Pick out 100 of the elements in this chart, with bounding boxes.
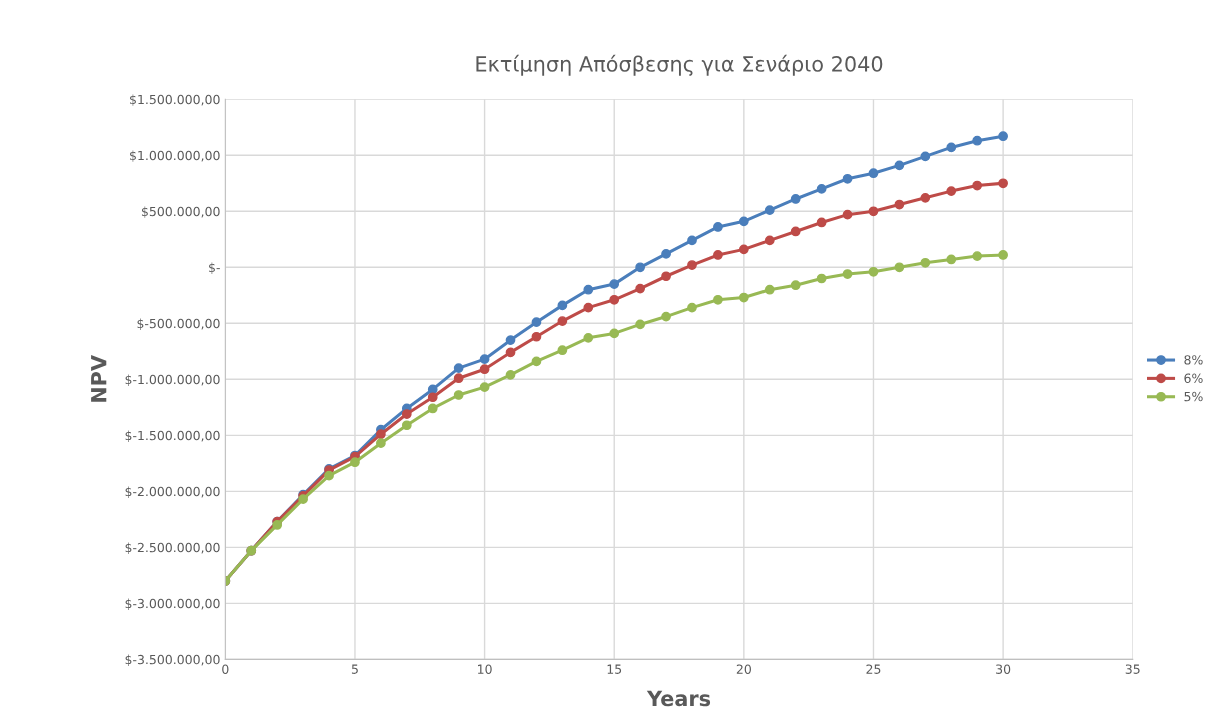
point	[609, 328, 620, 339]
point	[946, 186, 957, 196]
point	[401, 420, 412, 431]
point	[453, 390, 464, 400]
point	[972, 251, 983, 261]
legend-label: 8%	[1184, 355, 1203, 365]
point	[790, 280, 801, 291]
point	[998, 250, 1008, 260]
point	[661, 311, 671, 322]
x-tick-label: 35	[1125, 664, 1140, 674]
point	[272, 520, 283, 530]
x-tick-label: 15	[607, 664, 622, 674]
point	[427, 392, 438, 403]
legend-label: 5%	[1184, 391, 1203, 402]
point	[557, 300, 568, 311]
point	[661, 271, 671, 282]
point	[894, 199, 905, 210]
point	[505, 369, 516, 380]
point	[738, 292, 749, 303]
point	[635, 262, 646, 273]
point	[920, 257, 931, 268]
y-tick-label: $1.500.000,00	[130, 94, 220, 106]
point	[713, 222, 723, 232]
point	[505, 347, 516, 358]
y-tick-label: $-2.500.000,00	[125, 542, 220, 554]
point	[790, 226, 801, 237]
x-tick-label: 5	[351, 664, 358, 674]
y-axis-title: NPV	[91, 355, 107, 402]
point	[531, 356, 542, 367]
y-tick-label: $-2.000.000,00	[125, 486, 220, 498]
point	[894, 262, 905, 273]
y-tick-label: $-	[209, 262, 220, 274]
y-tick-label: $-1.000.000,00	[125, 374, 220, 386]
point	[842, 173, 853, 184]
point	[998, 131, 1008, 142]
point	[687, 260, 697, 270]
point	[738, 244, 749, 255]
point	[946, 254, 957, 265]
point	[868, 266, 879, 277]
point	[790, 194, 801, 204]
point	[816, 217, 827, 228]
point	[479, 364, 490, 375]
chart-title: Εκτίμηση Απόσβεσης για Σενάριο 2040	[476, 54, 883, 76]
point	[635, 319, 646, 330]
point	[350, 457, 360, 468]
point	[583, 284, 594, 295]
point	[868, 168, 879, 179]
point	[764, 205, 775, 216]
point	[816, 273, 827, 284]
point	[376, 438, 386, 449]
point	[401, 409, 412, 419]
point	[713, 294, 723, 305]
x-axis-title: Years	[646, 690, 711, 707]
point	[609, 279, 620, 289]
y-tick-label: $500.000,00	[141, 206, 220, 218]
point	[972, 180, 983, 191]
point	[842, 269, 853, 279]
x-tick-label: 30	[996, 664, 1011, 674]
point	[713, 250, 723, 260]
y-tick-label: $-1.500.000,00	[125, 430, 220, 442]
point	[764, 284, 775, 295]
legend-label: 6%	[1184, 373, 1203, 383]
point	[531, 317, 542, 328]
x-tick-label: 0	[222, 664, 229, 674]
y-tick-label: $-3.000.000,00	[125, 598, 220, 610]
y-tick-label: $-3.500.000,00	[125, 654, 220, 666]
point	[505, 335, 516, 345]
point	[998, 178, 1008, 189]
point	[583, 333, 594, 343]
point	[816, 184, 827, 194]
point	[894, 160, 905, 171]
point	[609, 294, 620, 305]
point	[324, 470, 334, 481]
point	[946, 142, 957, 153]
point	[920, 192, 931, 203]
point	[479, 382, 490, 393]
point	[557, 345, 568, 356]
y-tick-label: $1.000.000,00	[130, 150, 220, 162]
point	[453, 373, 464, 384]
point	[972, 135, 983, 146]
point	[764, 235, 775, 246]
point	[557, 316, 568, 326]
point	[427, 403, 438, 414]
point	[661, 248, 671, 259]
x-tick-label: 25	[866, 664, 881, 674]
point	[635, 283, 646, 294]
point	[687, 302, 697, 313]
point	[479, 354, 490, 365]
point	[738, 216, 749, 227]
point	[298, 494, 308, 505]
x-tick-label: 20	[736, 664, 751, 674]
point	[842, 209, 853, 220]
point	[920, 151, 931, 162]
point	[868, 206, 879, 217]
point	[687, 235, 697, 246]
point	[583, 302, 594, 313]
point	[376, 429, 386, 440]
y-tick-label: $-500.000,00	[137, 318, 220, 330]
point	[531, 331, 542, 342]
x-tick-label: 10	[478, 664, 492, 674]
